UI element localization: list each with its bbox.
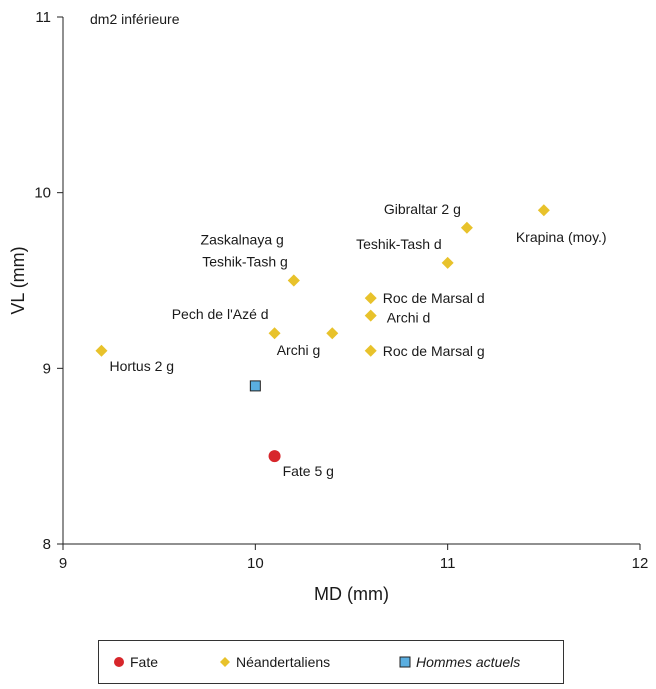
point-label: Fate 5 g bbox=[283, 463, 334, 479]
neandertal-point bbox=[441, 256, 454, 269]
neandertal-point bbox=[460, 221, 473, 234]
x-tick-label: 10 bbox=[247, 555, 264, 572]
square-marker-icon bbox=[399, 656, 411, 668]
neandertal-point bbox=[364, 309, 377, 322]
x-tick-label: 11 bbox=[440, 555, 456, 572]
fate-point bbox=[268, 450, 281, 463]
point-label: Krapina (moy.) bbox=[516, 229, 607, 245]
point-labels: Fate 5 g Hortus 2 g Pech de l'Azé d Teshik-… bbox=[109, 201, 606, 479]
legend-item-fate: Fate bbox=[113, 654, 158, 670]
diamond-marker-icon bbox=[220, 657, 230, 667]
x-tick-label: 12 bbox=[632, 555, 649, 572]
point-label: Roc de Marsal d bbox=[383, 290, 485, 306]
neandertal-point bbox=[268, 327, 281, 340]
chart-title: dm2 inférieure bbox=[90, 11, 180, 27]
point-label: Roc de Marsal g bbox=[383, 343, 485, 359]
neandertal-point bbox=[95, 344, 108, 357]
legend-label-neandertal: Néandertaliens bbox=[236, 654, 331, 670]
x-tick-label: 9 bbox=[59, 555, 67, 572]
point-label: Gibraltar 2 g bbox=[384, 201, 461, 217]
point-label: Teshik-Tash g bbox=[202, 254, 288, 270]
y-axis-label: VL (mm) bbox=[8, 246, 28, 314]
y-tick-label: 10 bbox=[34, 185, 51, 202]
point-label: Pech de l'Azé d bbox=[172, 306, 269, 322]
point-label: Teshik-Tash d bbox=[356, 236, 442, 252]
y-tick-label: 9 bbox=[43, 360, 51, 377]
legend-item-neandertal: Néandertaliens bbox=[219, 654, 330, 670]
legend-item-modern: Hommes actuels bbox=[399, 654, 520, 670]
neandertal-point bbox=[537, 204, 550, 217]
neandertal-point bbox=[364, 292, 377, 305]
circle-marker-icon bbox=[114, 657, 124, 667]
y-tick-label: 8 bbox=[43, 536, 51, 553]
data-points bbox=[95, 204, 550, 463]
point-label: Archi d bbox=[387, 310, 431, 326]
y-tick-label: 11 bbox=[35, 9, 51, 26]
legend: Fate Néandertaliens Hommes actuels bbox=[98, 640, 564, 684]
point-label: Archi g bbox=[277, 342, 321, 358]
modern-human-point bbox=[249, 380, 261, 392]
neandertal-point bbox=[287, 274, 300, 287]
legend-label-modern: Hommes actuels bbox=[416, 654, 521, 670]
x-axis-label: MD (mm) bbox=[314, 584, 389, 604]
point-label: Hortus 2 g bbox=[109, 358, 174, 374]
neandertal-point bbox=[364, 344, 377, 357]
neandertal-point bbox=[326, 327, 339, 340]
point-label: Zaskalnaya g bbox=[201, 232, 284, 248]
legend-label-fate: Fate bbox=[130, 654, 159, 670]
